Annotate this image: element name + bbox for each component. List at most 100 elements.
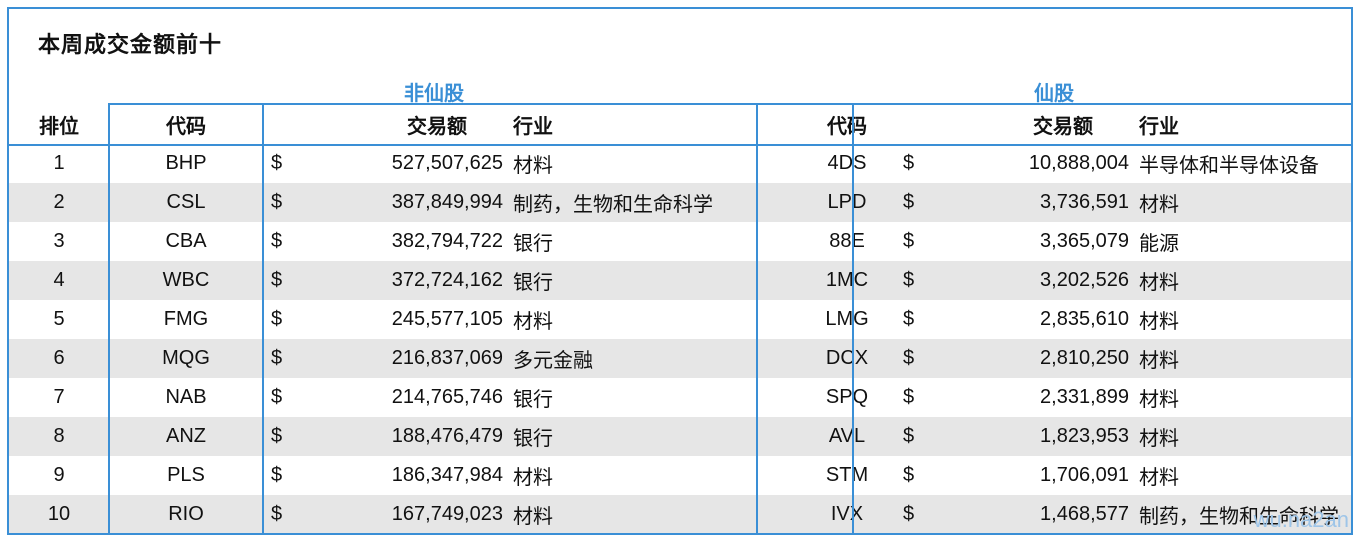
cell-rank: 3 (53, 230, 65, 252)
cell-currency-penny: $ (903, 464, 915, 486)
cell-code: MQG (109, 339, 263, 378)
cell-rank: 6 (9, 339, 109, 378)
cell-code-penny: LPD (799, 183, 895, 222)
cell-code: PLS (167, 464, 205, 486)
cell-amount: 214,765,746 (391, 386, 503, 408)
cell-amount-penny: 1,468,577 (933, 495, 1139, 533)
cell-amount-penny: 3,365,079 (1040, 230, 1129, 252)
cell-code: NAB (165, 386, 207, 408)
cell-currency-penny: $ (895, 417, 933, 456)
cell-code: FMG (163, 308, 209, 330)
cell-amount: 216,837,069 (301, 339, 513, 378)
table-body: 1 BHP $527,507,625 材料 4DS $10,888,004 半导体和半导体设… (9, 144, 1351, 533)
table-row: 6 MQG $216,837,069 多元金融 DCX $2,810,250 材料 (9, 339, 1351, 378)
cell-rank: 1 (53, 152, 65, 174)
cell-industry: 多元金融 (513, 339, 799, 378)
header-code: 代码 (166, 114, 206, 138)
cell-amount-penny: 2,331,899 (1040, 386, 1129, 408)
cell-code-penny: LMG (825, 308, 869, 330)
cell-industry-penny: 能源 (1139, 231, 1179, 255)
group-header-non-penny: 非仙股 (404, 81, 464, 105)
cell-code-penny: AVL (799, 417, 895, 456)
cell-currency: $ (263, 495, 301, 533)
cell-code-penny: DCX (799, 339, 895, 378)
header-code-penny: 代码 (827, 114, 867, 138)
cell-industry-penny: 材料 (1139, 183, 1351, 222)
table-row: 9 PLS $186,347,984 材料 STM $1,706,091 材料 (9, 456, 1351, 495)
table-header-row: 排位 代码 交易额 行业 代码 交易额 行业 (9, 105, 1351, 144)
cell-industry: 材料 (513, 495, 799, 533)
cell-industry: 银行 (513, 231, 553, 255)
header-industry: 行业 (513, 114, 553, 138)
table-row: 3 CBA $382,794,722 银行 88E $3,365,079 能源 (9, 222, 1351, 261)
cell-rank: 4 (9, 261, 109, 300)
column-divider (756, 103, 758, 533)
table-row: 8 ANZ $188,476,479 银行 AVL $1,823,953 材料 (9, 417, 1351, 456)
cell-amount: 186,347,984 (391, 464, 503, 486)
cell-code: CBA (165, 230, 207, 252)
cell-amount-penny: 10,888,004 (1028, 152, 1129, 174)
watermark-text: wu.na2an (1253, 507, 1349, 532)
group-header-penny: 仙股 (1034, 81, 1074, 105)
cell-currency: $ (263, 417, 301, 456)
cell-code-penny: 88E (829, 230, 865, 252)
page-title: 本周成交金额前十 (38, 33, 223, 58)
cell-currency: $ (263, 183, 301, 222)
cell-currency: $ (271, 152, 283, 174)
cell-currency-penny: $ (895, 495, 933, 533)
cell-industry: 银行 (513, 387, 553, 411)
cell-rank: 5 (53, 308, 65, 330)
cell-code: CSL (109, 183, 263, 222)
cell-amount: 382,794,722 (391, 230, 503, 252)
cell-rank: 8 (9, 417, 109, 456)
table-row: 10 RIO $167,749,023 材料 IVX $1,468,577 制药，生物和生命… (9, 495, 1351, 533)
cell-currency-penny: $ (903, 386, 915, 408)
header-amount-penny: 交易额 (1033, 114, 1093, 138)
cell-currency-penny: $ (903, 230, 915, 252)
cell-code-penny: 1MC (799, 261, 895, 300)
cell-industry: 材料 (513, 465, 553, 489)
cell-code: WBC (109, 261, 263, 300)
table-row: 1 BHP $527,507,625 材料 4DS $10,888,004 半导体和半导体设… (9, 144, 1351, 183)
cell-rank: 2 (9, 183, 109, 222)
top-ten-table: 排位 代码 交易额 行业 代码 交易额 行业 1 BHP $527,507,625 材… (9, 105, 1351, 533)
cell-currency: $ (271, 386, 283, 408)
cell-currency: $ (271, 308, 283, 330)
column-divider (262, 103, 264, 533)
header-industry-penny: 行业 (1139, 114, 1179, 138)
cell-rank: 10 (9, 495, 109, 533)
header-amount: 交易额 (407, 114, 467, 138)
cell-amount-penny: 1,706,091 (1040, 464, 1129, 486)
cell-amount: 387,849,994 (301, 183, 513, 222)
cell-industry-penny: 制药，生物和生命科学 (1139, 495, 1351, 533)
cell-industry: 银行 (513, 417, 799, 456)
header-currency-spacer (263, 105, 301, 144)
cell-code-penny: SPQ (825, 386, 869, 408)
header-rank: 排位 (39, 114, 79, 138)
cell-currency-penny: $ (903, 152, 915, 174)
cell-industry-penny: 材料 (1139, 309, 1179, 333)
cell-industry: 制药，生物和生命科学 (513, 183, 799, 222)
cell-amount: 527,507,625 (391, 152, 503, 174)
table-frame: 本周成交金额前十 非仙股 仙股 排位 代码 交易额 行业 代码 交易额 行业 1… (7, 7, 1353, 535)
table-row: 5 FMG $245,577,105 材料 LMG $2,835,610 材料 (9, 300, 1351, 339)
cell-industry: 材料 (513, 153, 553, 177)
cell-rank: 7 (53, 386, 65, 408)
table-row: 4 WBC $372,724,162 银行 1MC $3,202,526 材料 (9, 261, 1351, 300)
cell-currency-penny: $ (895, 339, 933, 378)
cell-amount-penny: 3,202,526 (933, 261, 1139, 300)
cell-code: BHP (165, 152, 207, 174)
cell-code-penny: IVX (799, 495, 895, 533)
column-divider (108, 103, 110, 533)
cell-currency: $ (263, 339, 301, 378)
cell-currency: $ (271, 464, 283, 486)
table-row: 2 CSL $387,849,994 制药，生物和生命科学 LPD $3,736,591 材… (9, 183, 1351, 222)
cell-currency-penny: $ (895, 261, 933, 300)
cell-code: RIO (109, 495, 263, 533)
divider-line (109, 103, 1351, 105)
cell-code: ANZ (109, 417, 263, 456)
cell-industry-penny: 材料 (1139, 417, 1351, 456)
cell-amount-penny: 1,823,953 (933, 417, 1139, 456)
cell-amount-penny: 2,835,610 (1040, 308, 1129, 330)
cell-amount: 372,724,162 (301, 261, 513, 300)
